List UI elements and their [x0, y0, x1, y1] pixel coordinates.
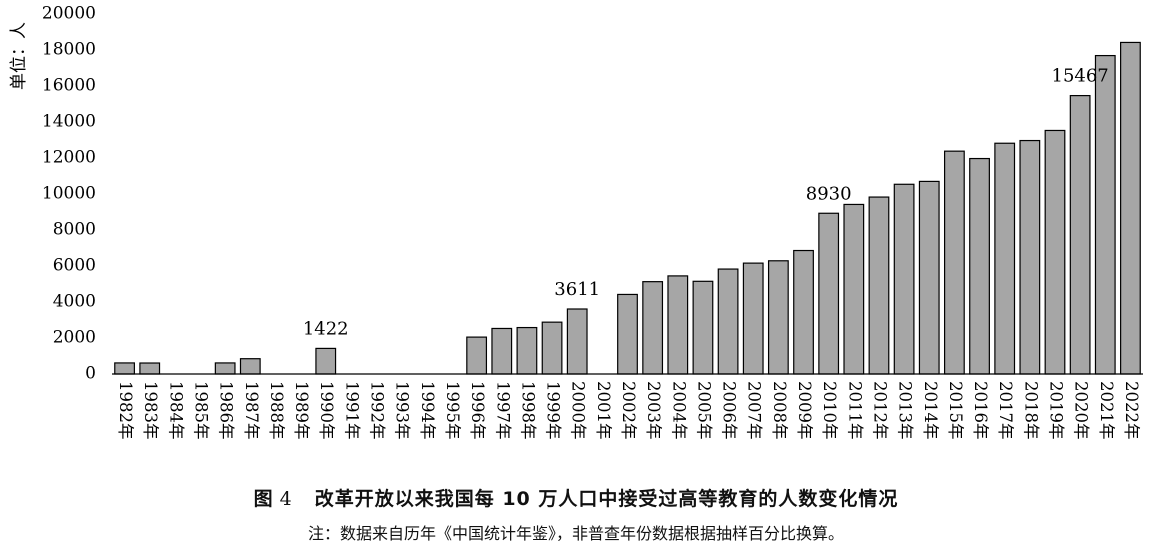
data-labels: 1422 3611 8930 15467 — [303, 66, 1109, 340]
x-tick-label: 2015年 — [946, 381, 965, 440]
x-tick-label: 1998年 — [518, 381, 537, 440]
x-tick-label: 2018年 — [1021, 381, 1040, 440]
bar — [767, 260, 789, 375]
x-tick-label: 1984年 — [166, 381, 185, 440]
x-tick-label: 2007年 — [745, 381, 764, 440]
y-tick-label: 16000 — [42, 76, 96, 96]
y-axis-ticks: 0 2000 4000 6000 8000 10000 12000 14000 16000 180… — [42, 4, 96, 384]
bar — [1019, 139, 1041, 375]
bar — [893, 183, 915, 375]
bar — [918, 180, 940, 375]
bar — [617, 293, 638, 375]
x-tick-label: 1994年 — [418, 381, 437, 440]
x-tick-label: 2005年 — [694, 381, 713, 440]
x-tick-label: 2000年 — [569, 381, 588, 440]
y-tick-label: 18000 — [42, 40, 96, 60]
x-tick-label: 2011年 — [845, 381, 864, 440]
x-tick-label: 1983年 — [141, 381, 160, 440]
data-label: 8930 — [806, 183, 852, 204]
x-tick-label: 2016年 — [971, 381, 990, 440]
bar — [516, 326, 538, 375]
y-tick-label: 0 — [85, 364, 96, 384]
bar — [642, 281, 664, 375]
bar — [818, 212, 840, 375]
y-tick-label: 4000 — [53, 292, 96, 312]
bar — [692, 280, 714, 375]
x-tick-label: 2012年 — [870, 381, 889, 440]
x-tick-label: 2014年 — [921, 381, 940, 440]
bar — [139, 362, 161, 375]
bar — [868, 196, 890, 375]
x-tick-label: 1986年 — [217, 381, 236, 440]
bar — [793, 249, 814, 375]
figure-label: 图 — [253, 488, 274, 510]
bars — [114, 41, 1141, 375]
x-tick-label: 2021年 — [1097, 381, 1116, 440]
x-tick-label: 2006年 — [720, 381, 739, 440]
y-axis-label-text: 单位：人 — [9, 22, 29, 90]
x-tick-label: 1982年 — [116, 381, 135, 440]
bar — [1120, 41, 1141, 375]
bar — [239, 358, 261, 375]
x-axis-ticks: 1982年 1983年 1984年 1985年 1986年 1987年 1988年 1989年… — [116, 381, 1141, 440]
bar — [1094, 54, 1116, 375]
figure-title-text: 改革开放以来我国每 10 万人口中接受过高等教育的人数变化情况 — [314, 488, 899, 510]
figure-note: 注：数据来自历年《中国统计年鉴》，非普查年份数据根据抽样百分比换算。 — [307, 524, 844, 543]
data-label: 1422 — [303, 318, 349, 339]
y-tick-label: 6000 — [53, 256, 96, 276]
x-tick-label: 2020年 — [1072, 381, 1091, 440]
x-tick-label: 1985年 — [192, 381, 211, 440]
bar — [994, 142, 1016, 375]
x-tick-label: 1996年 — [468, 381, 487, 440]
bar — [969, 157, 990, 375]
bar — [1044, 129, 1066, 375]
bar — [114, 362, 135, 375]
x-tick-label: 2002年 — [619, 381, 638, 440]
x-tick-label: 2022年 — [1122, 381, 1141, 440]
x-tick-label: 1995年 — [443, 381, 462, 440]
x-tick-label: 2017年 — [996, 381, 1015, 440]
bar — [566, 308, 588, 375]
bar — [315, 347, 337, 375]
data-label: 3611 — [554, 279, 600, 300]
bar — [491, 327, 513, 375]
x-tick-label: 1987年 — [242, 381, 261, 440]
y-tick-label: 14000 — [42, 112, 96, 132]
bar — [466, 336, 488, 375]
x-tick-label: 1990年 — [317, 381, 336, 440]
x-tick-label: 1999年 — [544, 381, 563, 440]
bar-chart: 单位：人 0 2000 4000 6000 8000 10000 12000 14000 160… — [9, 4, 1143, 440]
y-tick-label: 2000 — [53, 328, 96, 348]
bar — [943, 150, 965, 375]
bar — [1069, 94, 1091, 375]
x-tick-label: 2008年 — [770, 381, 789, 440]
y-axis-label: 单位：人 — [9, 22, 29, 90]
bar — [214, 362, 236, 375]
y-tick-label: 20000 — [42, 4, 96, 24]
x-tick-label: 1993年 — [393, 381, 412, 440]
figure-number: 4 — [279, 488, 293, 510]
bar — [717, 268, 739, 375]
y-tick-label: 12000 — [42, 148, 96, 168]
x-tick-label: 2019年 — [1046, 381, 1065, 440]
x-tick-label: 2003年 — [644, 381, 663, 440]
x-tick-label: 2001年 — [594, 381, 613, 440]
x-tick-label: 1988年 — [267, 381, 286, 440]
figure-title: 图 4 改革开放以来我国每 10 万人口中接受过高等教育的人数变化情况 — [0, 484, 1152, 511]
x-tick-label: 2009年 — [795, 381, 814, 440]
x-tick-label: 2013年 — [896, 381, 915, 440]
x-tick-label: 1989年 — [292, 381, 311, 440]
x-tick-label: 1997年 — [493, 381, 512, 440]
bar — [667, 275, 689, 375]
data-label: 15467 — [1052, 66, 1109, 87]
bar — [742, 262, 764, 375]
bar — [843, 203, 865, 375]
bar — [541, 321, 563, 375]
x-tick-label: 2004年 — [669, 381, 688, 440]
y-tick-label: 10000 — [42, 184, 96, 204]
x-tick-label: 2010年 — [820, 381, 839, 440]
x-tick-label: 1992年 — [368, 381, 387, 440]
y-tick-label: 8000 — [53, 220, 96, 240]
x-tick-label: 1991年 — [342, 381, 361, 440]
